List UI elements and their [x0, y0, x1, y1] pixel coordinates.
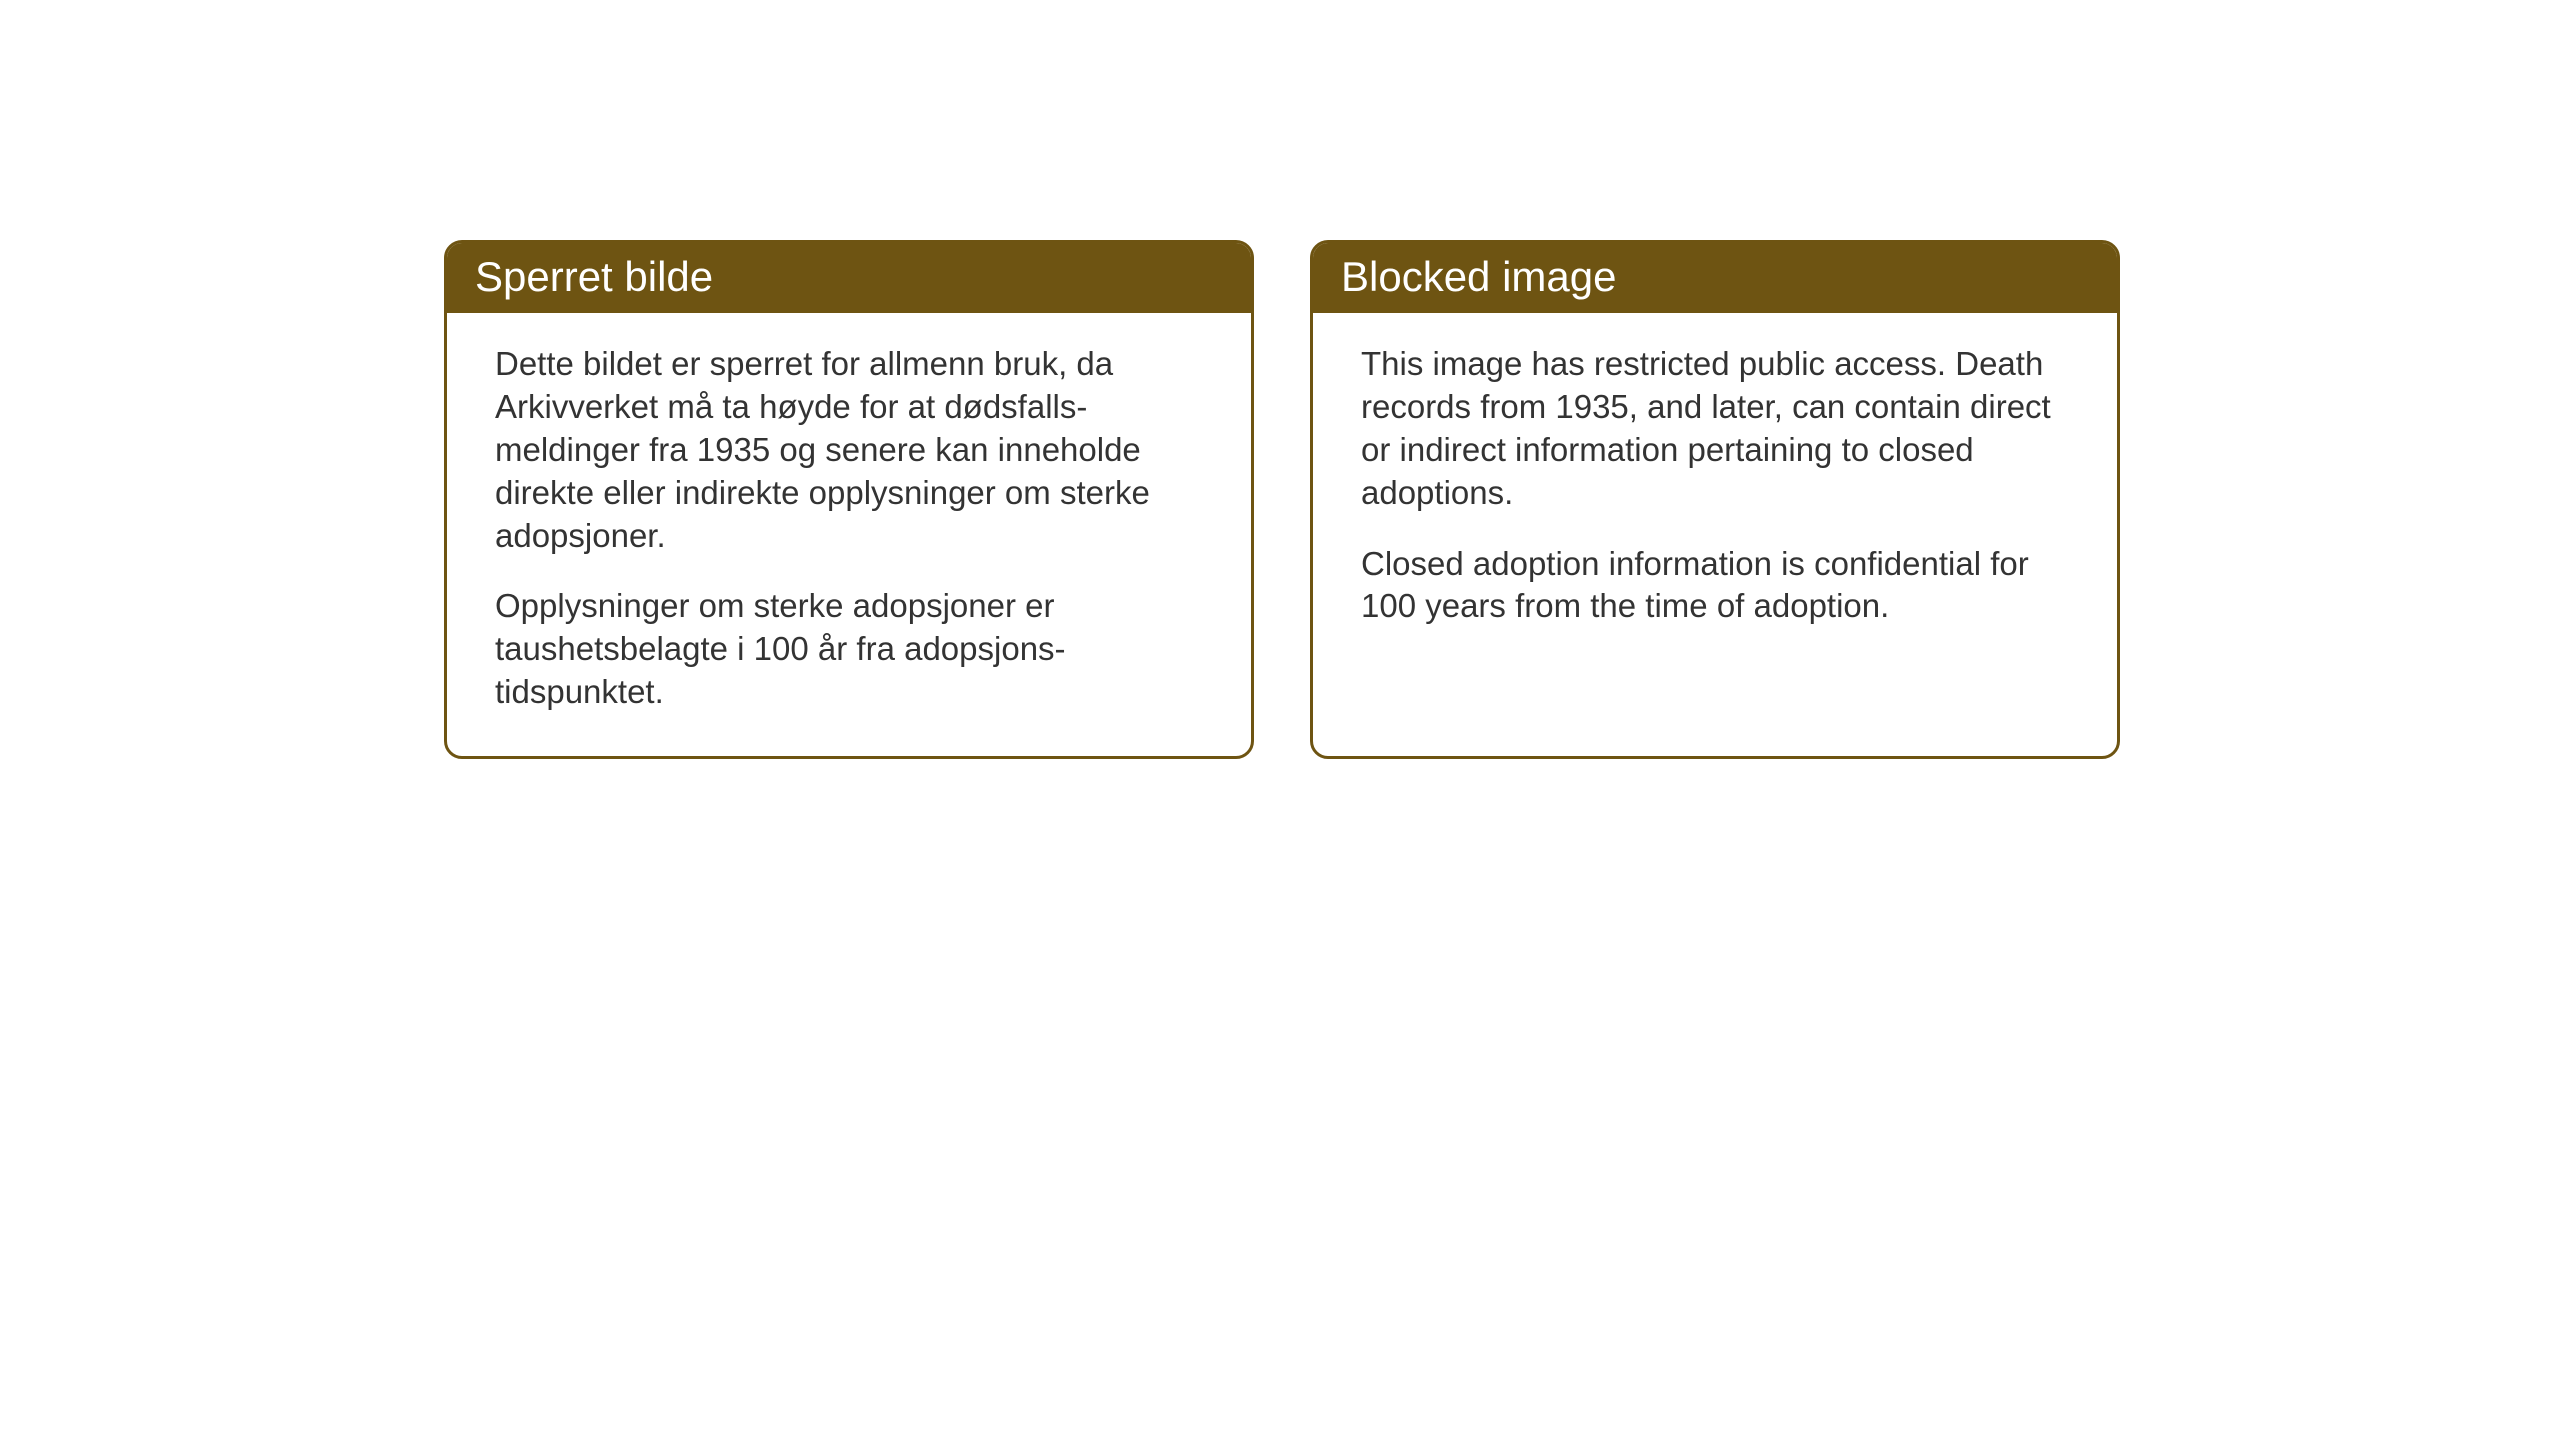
norwegian-card: Sperret bilde Dette bildet er sperret fo… — [444, 240, 1254, 759]
english-card-body: This image has restricted public access.… — [1313, 313, 2117, 670]
english-paragraph-1: This image has restricted public access.… — [1361, 343, 2069, 515]
english-card-title: Blocked image — [1313, 243, 2117, 313]
norwegian-card-body: Dette bildet er sperret for allmenn bruk… — [447, 313, 1251, 756]
notice-container: Sperret bilde Dette bildet er sperret fo… — [444, 240, 2120, 759]
norwegian-paragraph-2: Opplysninger om sterke adopsjoner er tau… — [495, 585, 1203, 714]
norwegian-paragraph-1: Dette bildet er sperret for allmenn bruk… — [495, 343, 1203, 557]
english-card: Blocked image This image has restricted … — [1310, 240, 2120, 759]
english-paragraph-2: Closed adoption information is confident… — [1361, 543, 2069, 629]
norwegian-card-title: Sperret bilde — [447, 243, 1251, 313]
